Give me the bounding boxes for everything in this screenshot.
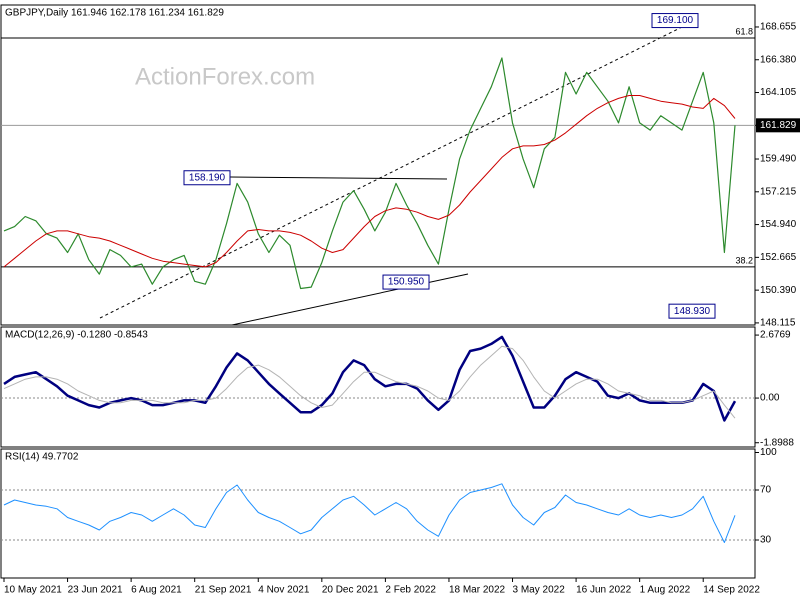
- y-tick-label: 70: [760, 485, 772, 496]
- fib-label: 61.8: [735, 26, 753, 36]
- series-line: [3, 95, 736, 268]
- series-line: [3, 483, 736, 543]
- annotation-label: 148.930: [674, 306, 711, 317]
- watermark: ActionForex.com: [135, 63, 315, 90]
- annotation-box: [382, 274, 430, 290]
- x-tick-label: 1 Aug 2022: [640, 585, 691, 596]
- series-line: [3, 57, 736, 290]
- panel-frame: [0, 448, 756, 579]
- y-tick-label: 159.490: [760, 154, 797, 165]
- panel-frame: [0, 4, 756, 326]
- x-tick-label: 6 Aug 2021: [131, 585, 182, 596]
- current-price-box: [756, 118, 800, 133]
- x-tick-label: 23 Jun 2021: [68, 585, 123, 596]
- x-tick-label: 14 Sep 2022: [703, 585, 760, 596]
- y-tick-label: 161.829: [760, 120, 797, 131]
- annotation-label: 169.100: [657, 15, 694, 26]
- x-tick-label: 18 Mar 2022: [449, 585, 506, 596]
- annotation-box: [651, 13, 699, 29]
- trend-line: [229, 176, 448, 180]
- y-tick-label: 166.380: [760, 54, 797, 65]
- y-tick-label: 154.940: [760, 219, 797, 230]
- y-tick-label: 168.655: [760, 22, 797, 33]
- x-tick-label: 21 Sep 2021: [195, 585, 252, 596]
- y-tick-label: -1.8988: [760, 437, 794, 448]
- annotation-label: 158.190: [189, 172, 226, 183]
- y-tick-label: 152.665: [760, 252, 797, 263]
- annotation-label: 150.950: [388, 277, 425, 288]
- panel-frame: [0, 326, 756, 448]
- trend-line: [99, 17, 701, 319]
- y-tick-label: 157.215: [760, 186, 797, 197]
- y-tick-label: 164.105: [760, 87, 797, 98]
- x-tick-label: 4 Nov 2021: [258, 585, 310, 596]
- x-tick-label: 16 Jun 2022: [576, 585, 631, 596]
- x-tick-label: 20 Dec 2021: [322, 585, 379, 596]
- y-tick-label: 100: [760, 447, 777, 458]
- panel-title: RSI(14) 49.7702: [5, 452, 79, 463]
- y-tick-label: 0.00: [760, 393, 780, 404]
- x-tick-label: 2 Feb 2022: [385, 585, 436, 596]
- y-tick-label: 2.6769: [760, 330, 791, 341]
- series-line: [3, 345, 736, 419]
- x-tick-label: 3 May 2022: [513, 585, 566, 596]
- annotation-box: [668, 303, 716, 319]
- y-tick-label: 30: [760, 535, 772, 546]
- y-tick-label: 150.390: [760, 285, 797, 296]
- panel-title: MACD(12,26,9) -0.1280 -0.8543: [5, 330, 148, 341]
- y-tick-label: 148.115: [760, 318, 796, 329]
- x-tick-label: 10 May 2021: [4, 585, 62, 596]
- panel-title: GBPJPY,Daily 161.946 162.178 161.234 161…: [5, 8, 224, 19]
- fib-label: 38.2: [735, 255, 753, 265]
- annotation-box: [183, 170, 231, 186]
